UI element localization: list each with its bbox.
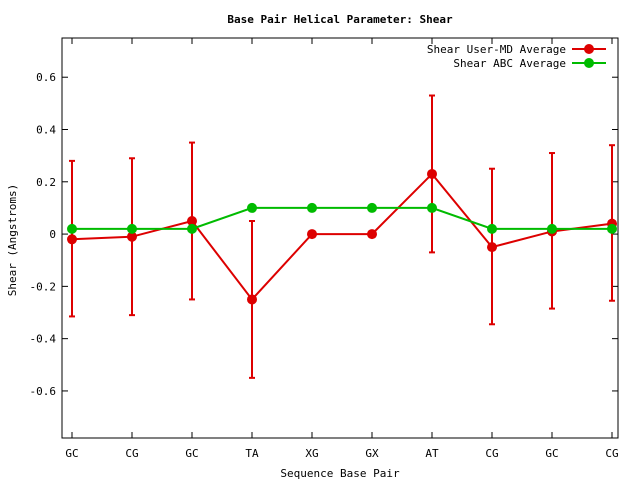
series-line	[71, 172, 613, 301]
x-tick-label: GC	[185, 447, 198, 460]
x-tick-label: TA	[245, 447, 259, 460]
data-point	[187, 216, 197, 227]
data-point	[487, 223, 497, 234]
series	[67, 168, 617, 305]
legend-marker	[584, 58, 594, 68]
legend-label: Shear User-MD Average	[427, 43, 566, 56]
data-point	[367, 229, 377, 240]
data-point	[487, 242, 497, 253]
data-point	[247, 202, 257, 213]
y-tick-label: -0.6	[30, 385, 57, 398]
x-tick-label: CG	[485, 447, 498, 460]
data-point	[307, 229, 317, 240]
data-point	[247, 294, 257, 305]
data-point	[127, 223, 137, 234]
legend-label: Shear ABC Average	[453, 57, 566, 70]
y-tick-label: -0.2	[30, 280, 57, 293]
data-point	[187, 223, 197, 234]
y-tick-label: -0.4	[30, 333, 57, 346]
series-line	[72, 206, 612, 230]
y-tick-label: 0.2	[36, 176, 56, 189]
data-point	[67, 234, 77, 245]
x-tick-label: GC	[545, 447, 558, 460]
legend-marker	[584, 44, 594, 54]
data-point	[427, 168, 437, 179]
data-point	[307, 202, 317, 213]
x-tick-label: CG	[125, 447, 138, 460]
x-tick-label: GC	[65, 447, 78, 460]
axes: -0.6 -0.4 -0.2 0 0.2 0.4 0.6 GC CG GC TA XG GX AT CG GC…	[30, 38, 619, 460]
y-tick-label: 0.6	[36, 71, 56, 84]
data-point	[427, 202, 437, 213]
data-point	[547, 223, 557, 234]
data-point	[607, 223, 617, 234]
y-axis-label: Shear (Angstroms)	[6, 184, 19, 297]
y-tick-label: 0	[49, 228, 56, 241]
x-tick-label: GX	[365, 447, 379, 460]
data-point	[67, 223, 77, 234]
plot-frame	[61, 37, 619, 439]
x-tick-label: AT	[425, 447, 439, 460]
x-tick-label: XG	[305, 447, 318, 460]
data-point	[127, 231, 137, 242]
x-axis-label: Sequence Base Pair	[280, 467, 400, 480]
data-point	[367, 202, 377, 213]
x-tick-label: CG	[605, 447, 618, 460]
y-tick-label: 0.4	[36, 124, 56, 137]
chart-title: Base Pair Helical Parameter: Shear	[227, 13, 453, 26]
